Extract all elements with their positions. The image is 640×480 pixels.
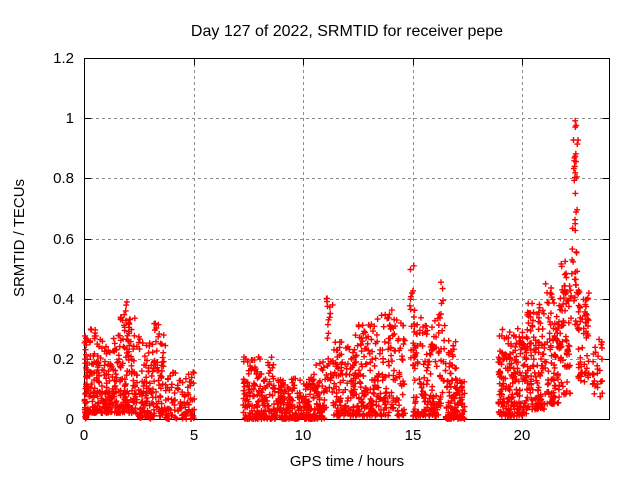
x-tick-label: 10 — [295, 427, 312, 444]
x-tick-label: 0 — [80, 427, 88, 444]
x-tick-labels: 0 5 10 15 20 — [80, 427, 531, 444]
y-tick-label: 1 — [66, 110, 74, 127]
x-tick-label: 5 — [190, 427, 198, 444]
y-tick-label: 0.8 — [53, 170, 74, 187]
chart-title: Day 127 of 2022, SRMTID for receiver pep… — [191, 23, 503, 40]
x-axis-label: GPS time / hours — [290, 453, 404, 470]
y-tick-label: 0.4 — [53, 291, 74, 308]
y-tick-label: 1.2 — [53, 50, 74, 67]
zero-value-marker — [82, 413, 89, 420]
y-tick-label: 0 — [66, 411, 74, 428]
plot-border — [84, 58, 610, 420]
y-axis-label: SRMTID / TECUs — [11, 179, 28, 297]
zero-value-marker — [137, 413, 144, 420]
data-points — [81, 117, 606, 422]
scatter-plus-markers — [81, 117, 606, 422]
y-tick-labels: 0 0.2 0.4 0.6 0.8 1 1.2 — [53, 50, 74, 428]
x-tick-label: 15 — [405, 427, 422, 444]
zero-value-marker — [147, 413, 154, 420]
y-tick-label: 0.6 — [53, 231, 74, 248]
y-tick-label: 0.2 — [53, 351, 74, 368]
x-tick-label: 20 — [514, 427, 531, 444]
gridlines — [84, 58, 610, 419]
